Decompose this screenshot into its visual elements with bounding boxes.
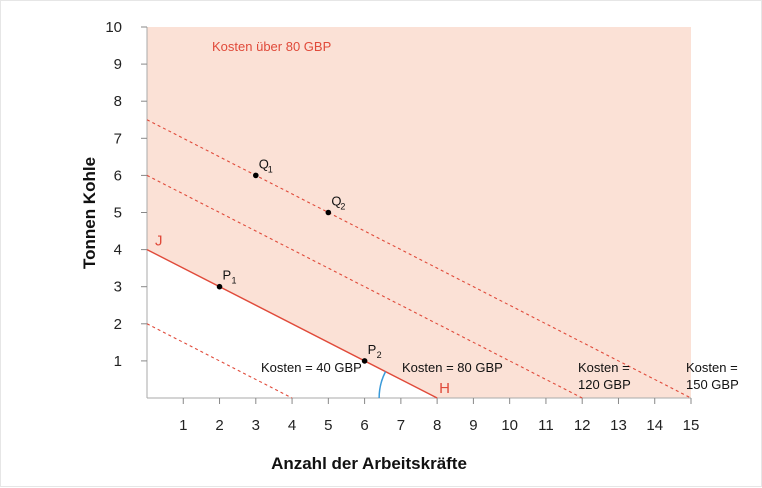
x-tick-label: 14 [646,417,663,434]
x-tick-label: 9 [469,417,477,434]
point-subscript: 2 [377,350,382,360]
x-tick-label: 15 [683,417,700,434]
point-q1 [253,172,259,179]
x-tick-label: 11 [538,417,554,434]
y-tick-label: 7 [114,130,122,147]
x-tick-label: 13 [610,417,627,434]
y-tick-label: 4 [114,242,122,259]
x-axis-title: Anzahl der Arbeitskräfte [271,454,467,473]
x-tick-label: 10 [501,417,518,434]
x-tick-label: 8 [433,417,441,434]
isocost-line-2 [146,248,438,399]
point-subscript: 1 [268,164,273,174]
x-tick-label: 2 [215,417,223,434]
y-tick-label: 8 [114,93,122,110]
x-tick-label: 12 [574,417,591,434]
x-tick-label: 6 [360,417,368,434]
point-label: P [223,268,232,283]
point-p1 [216,283,223,290]
line-end-label-h: H [439,380,450,397]
y-tick-label: 2 [114,316,122,333]
y-tick-label: 5 [114,205,122,222]
isocost-label: Kosten = 40 GBP [261,360,362,375]
isocost-label: Kosten = [686,360,738,375]
slope-angle-arc [378,371,387,399]
x-tick-label: 7 [397,417,405,434]
isocost-label: Kosten = 80 GBP [402,360,503,375]
point-q2 [325,209,332,216]
y-tick-label: 9 [114,56,122,73]
region-label: Kosten über 80 GBP [212,39,331,54]
region-fill [147,27,691,398]
y-tick-label: 1 [114,353,122,370]
point-label: Q [331,194,341,209]
y-tick-label: 3 [114,279,122,296]
point-label: P [368,342,377,357]
isocost-label: 120 GBP [578,377,631,392]
y-tick-label: 6 [114,167,122,184]
point-label: Q [259,156,269,171]
line-start-label-j: J [155,233,163,250]
x-tick-label: 1 [179,417,187,434]
y-tick-label: 10 [105,19,122,36]
point-subscript: 2 [340,202,345,212]
point-subscript: 1 [232,276,237,286]
y-axis-title: Tonnen Kohle [80,157,99,269]
x-tick-label: 4 [288,417,296,434]
isocost-label: Kosten = [578,360,630,375]
x-tick-label: 3 [252,417,260,434]
point-p2 [361,358,368,364]
isocost-label: 150 GBP [686,377,739,392]
x-tick-label: 5 [324,417,332,434]
